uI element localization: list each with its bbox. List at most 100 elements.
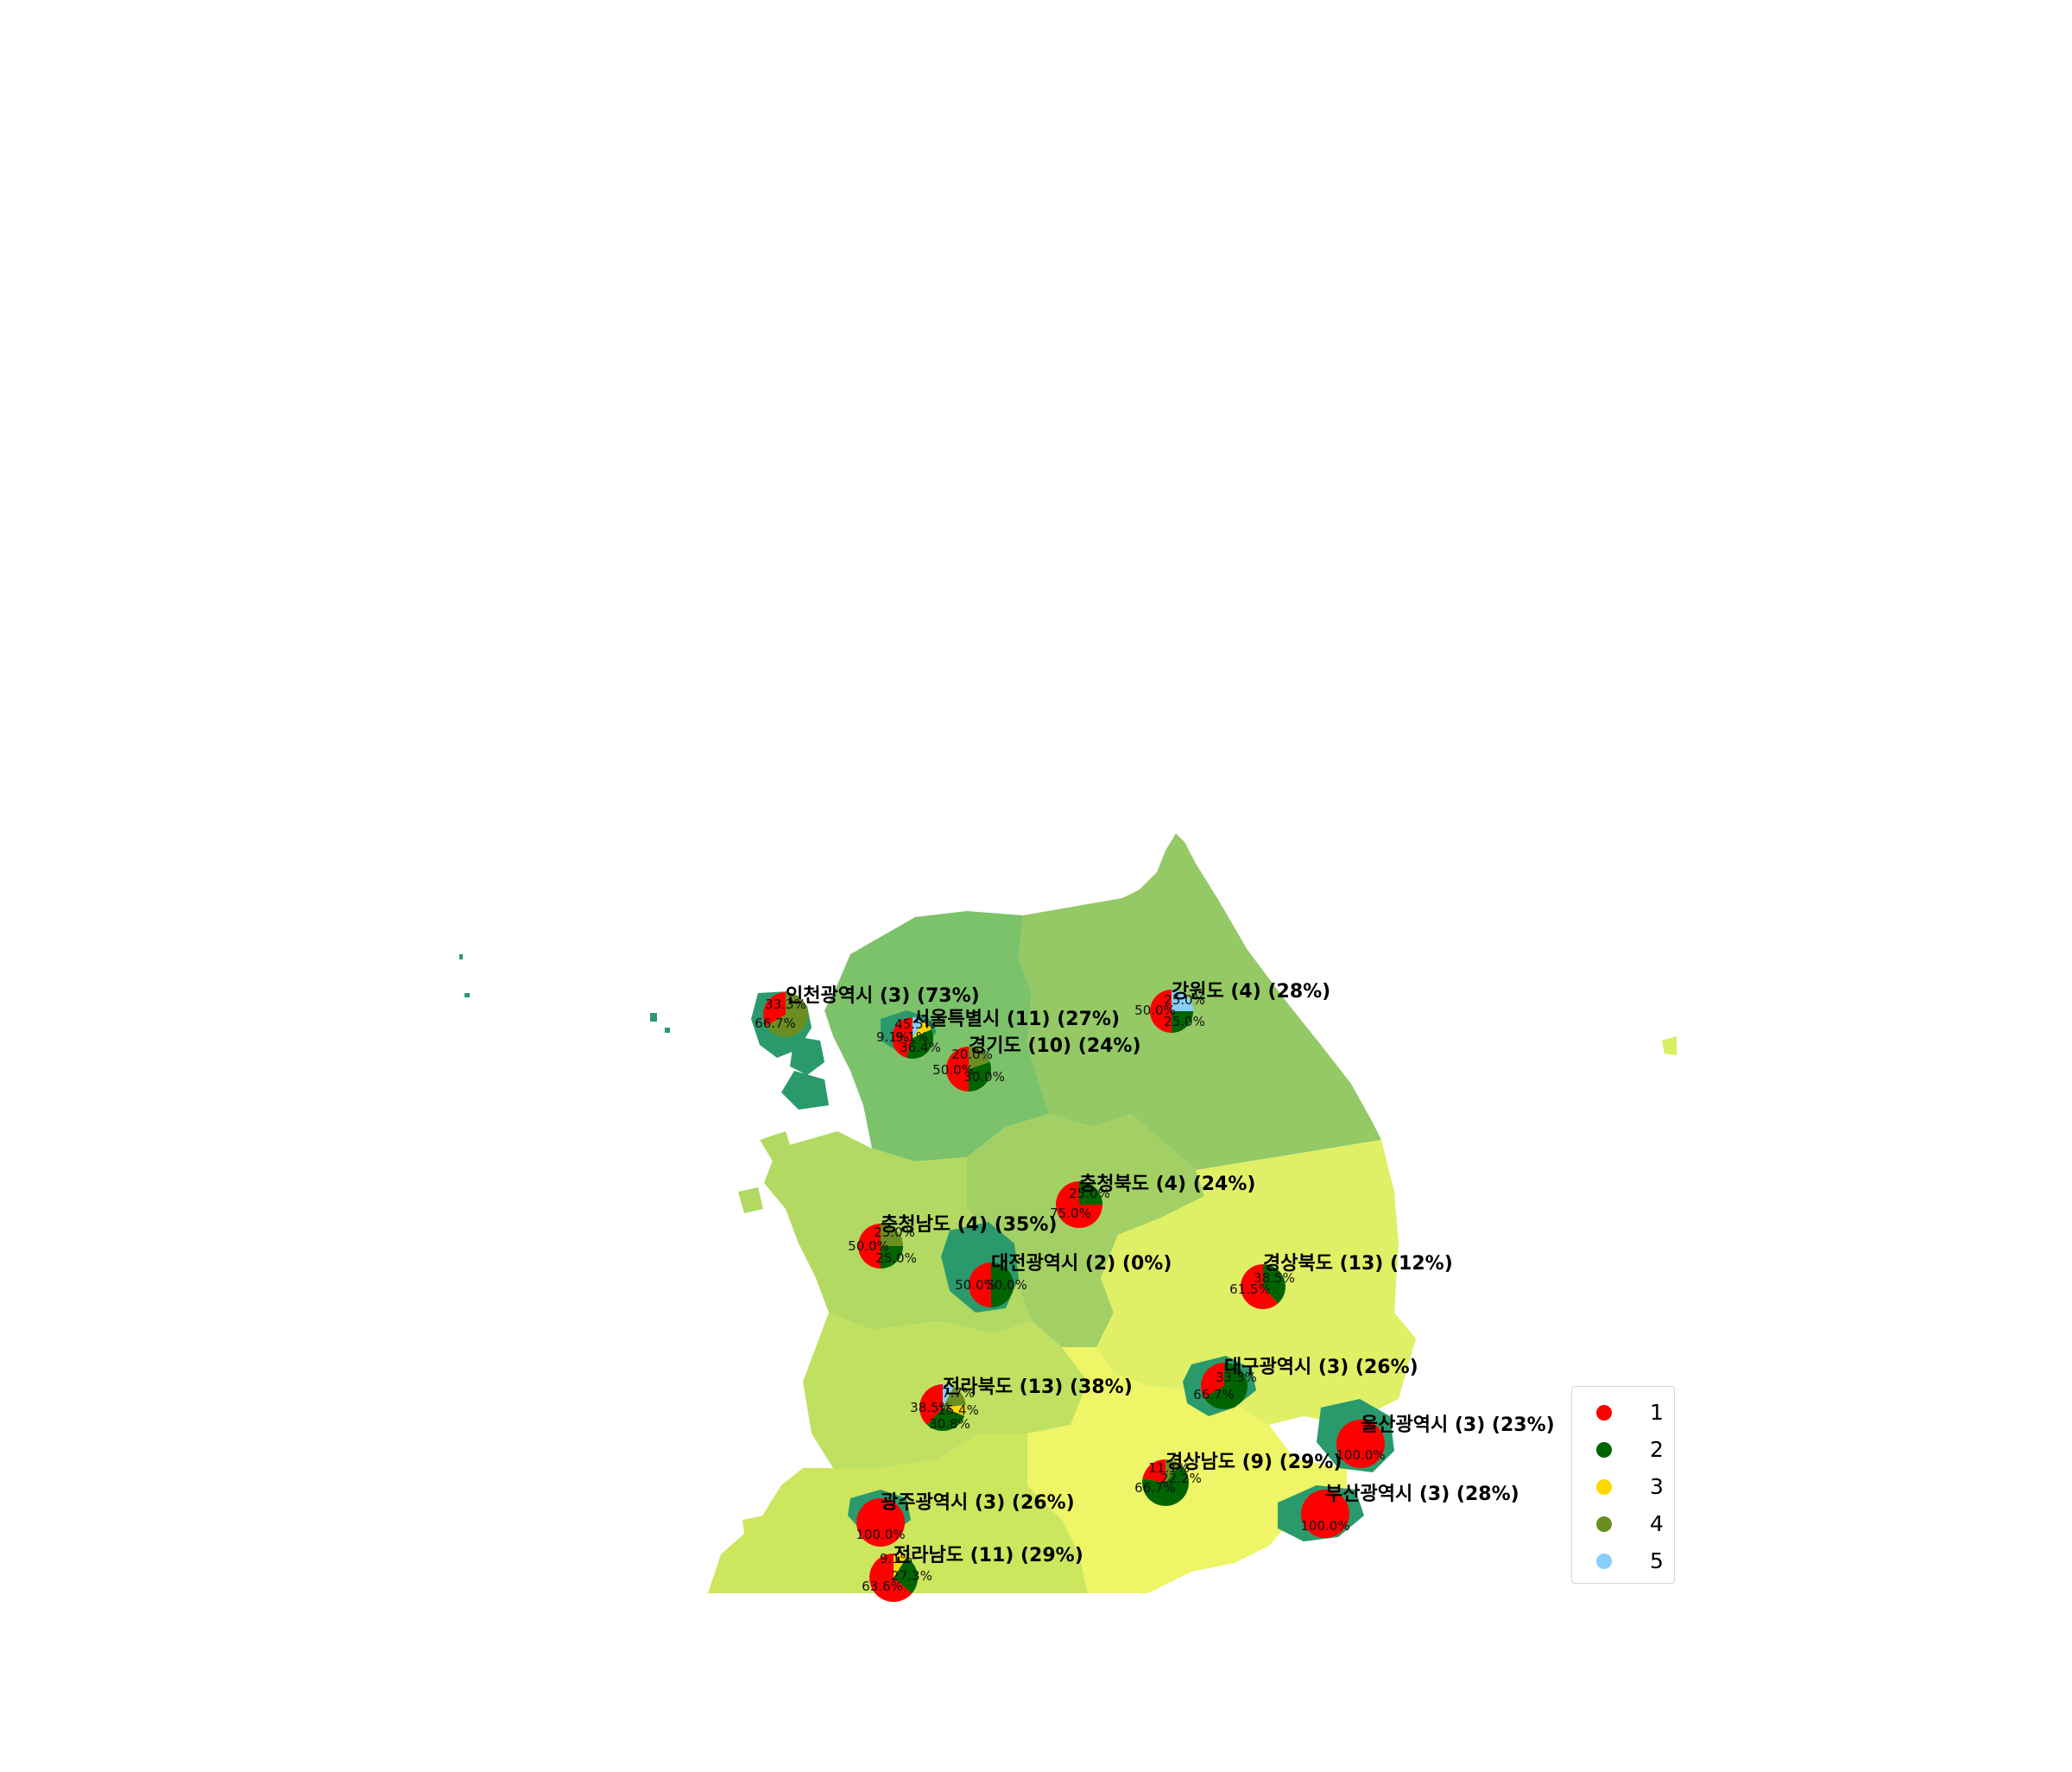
legend-label: 3 [1650,1474,1664,1499]
percentage-labels: 33.3%66.7% 45.5%9.1%9.1%36.4% 20.0%50.0%30… [755,992,1385,1594]
pie-slice-daejeon-1 [969,1263,991,1307]
province-gangwon [1019,833,1381,1170]
pie-daegu [1201,1362,1248,1410]
pct-label-daegu: 33.3% [1216,1370,1257,1385]
pct-label-seoul: 9.1% [876,1029,909,1045]
pie-slice-gangwon-5 [1172,990,1193,1011]
pct-label-seoul: 45.5% [894,1016,936,1032]
pie-slice-chungnam-1 [858,1224,881,1269]
region-label-jeonnam: 전라남도 (11) (29%) [894,1545,1083,1566]
pct-label-gyeongbuk: 61.5% [1229,1282,1271,1297]
pct-label-jeonbuk: 30.8% [929,1416,970,1432]
legend-marker-icon [1596,1478,1612,1495]
pct-label-gwangju: 100.0% [856,1527,905,1542]
region-label-jeonbuk: 전라북도 (13) (38%) [943,1376,1133,1398]
pct-label-chungnam: 25.0% [875,1250,917,1266]
pct-label-chungnam: 25.0% [874,1225,915,1240]
pct-label-gyeongnam: 22.2% [1160,1471,1202,1486]
legend-label: 4 [1650,1511,1664,1536]
region-label-gwangju: 광주광역시 (3) (26%) [881,1492,1075,1514]
region-label-incheon: 인천광역시 (3) (73%) [786,985,980,1007]
pie-slice-gyeongnam-1 [1142,1459,1166,1483]
coastal-islands [459,954,1677,1554]
pie-slice-chungnam-2 [881,1246,903,1269]
pie-slice-gangwon-1 [1150,990,1172,1033]
pct-label-jeonnam: 63.6% [862,1579,903,1594]
legend-marker-icon [1596,1553,1612,1569]
legend-item-2: 2 [1572,1431,1674,1468]
city-incheon-islands [790,1036,824,1075]
pie-slice-jeonbuk-1 [919,1384,943,1426]
pie-slice-incheon-4 [766,992,809,1037]
pie-slice-jeonnam-2 [894,1557,918,1594]
pie-slice-daegu-1 [1201,1363,1224,1398]
pie-chungbuk [1056,1181,1102,1228]
legend-item-1: 1 [1572,1394,1674,1431]
legend-item-4: 4 [1572,1505,1674,1542]
pct-label-gyeongnam: 66.7% [1134,1480,1176,1496]
pie-slice-ulsan-1 [1336,1420,1385,1468]
legend-label: 5 [1650,1548,1664,1573]
pct-label-gyeonggi: 50.0% [932,1062,974,1078]
pie-slice-jeonbuk-3 [943,1404,966,1416]
pie-slice-gyeongnam-2 [1142,1465,1190,1506]
legend-marker-icon [1596,1516,1612,1532]
dokdo-island [1662,1036,1677,1055]
legend: 1 2 3 4 5 [1571,1386,1675,1584]
pie-gyeonggi [946,1047,992,1092]
province-gyeongnam [1027,1347,1347,1593]
region-label-chungnam: 충청남도 (4) (35%) [881,1214,1057,1236]
pie-slice-gyeongbuk-2 [1263,1264,1286,1304]
pct-label-chungnam: 50.0% [848,1238,889,1254]
pie-slice-jeonbuk-2 [927,1408,965,1431]
pie-slice-jeonbuk-5 [943,1383,954,1408]
pct-label-chungbuk: 75.0% [1050,1206,1091,1221]
pie-slice-chungbuk-2 [1079,1181,1102,1205]
region-label-daegu: 대구광역시 (3) (26%) [1224,1357,1418,1378]
pct-label-gangwon: 25.0% [1164,992,1205,1008]
pie-seoul [891,1017,933,1060]
region-label-chungbuk: 충청북도 (4) (24%) [1079,1174,1255,1195]
pct-label-gangwon: 50.0% [1134,1003,1176,1018]
pie-jeonnam [869,1554,918,1602]
pie-gangwon [1150,990,1193,1033]
pct-label-jeonnam: 27.3% [891,1568,932,1584]
pct-label-jeonbuk: 7.7% [942,1385,975,1401]
legend-item-5: 5 [1572,1542,1674,1579]
legend-marker-icon [1596,1404,1612,1421]
pie-ulsan [1336,1420,1385,1468]
pie-chungnam [858,1224,903,1269]
pie-slice-jeonnam-1 [869,1554,913,1602]
legend-item-3: 3 [1572,1468,1674,1505]
pie-slice-jeonnam-3 [894,1554,907,1578]
pie-slice-incheon-1 [763,992,786,1026]
pct-label-jeonbuk: 15.4% [938,1402,979,1418]
pct-label-incheon: 66.7% [755,1016,796,1031]
pie-slice-seoul-3 [913,1020,932,1038]
pie-gwangju [856,1498,905,1547]
pie-incheon [763,992,809,1037]
pie-gyeongbuk [1240,1264,1286,1309]
pie-slice-gyeonggi-2 [969,1061,992,1092]
pct-label-ulsan: 100.0% [1336,1447,1385,1463]
pct-label-daejeon: 50.0% [986,1277,1027,1293]
pct-label-incheon: 33.3% [765,997,806,1012]
pie-gyeongnam [1142,1459,1190,1506]
pie-slice-daejeon-2 [991,1263,1014,1307]
pie-jeonbuk [919,1383,966,1431]
pct-label-gyeonggi: 20.0% [951,1047,993,1062]
province-gyeonggi [824,911,1049,1161]
legend-marker-icon [1596,1441,1612,1458]
pie-slice-gyeonggi-1 [946,1047,969,1092]
region-label-ulsan: 울산광역시 (3) (23%) [1361,1414,1555,1436]
pie-slice-gwangju-1 [856,1498,905,1547]
pct-label-chungbuk: 25.0% [1069,1186,1110,1201]
region-label-gyeongbuk: 경상북도 (13) (12%) [1263,1253,1453,1275]
pie-slice-chungnam-4 [881,1224,903,1246]
pct-label-gyeongbuk: 38.5% [1254,1270,1295,1286]
region-labels: 인천광역시 (3) (73%)서울특별시 (11) (27%) 경기도 (10) … [786,981,1555,1566]
pie-markers [763,990,1385,1602]
pie-slice-gyeongbuk-1 [1240,1264,1279,1309]
legend-label: 2 [1650,1437,1664,1462]
